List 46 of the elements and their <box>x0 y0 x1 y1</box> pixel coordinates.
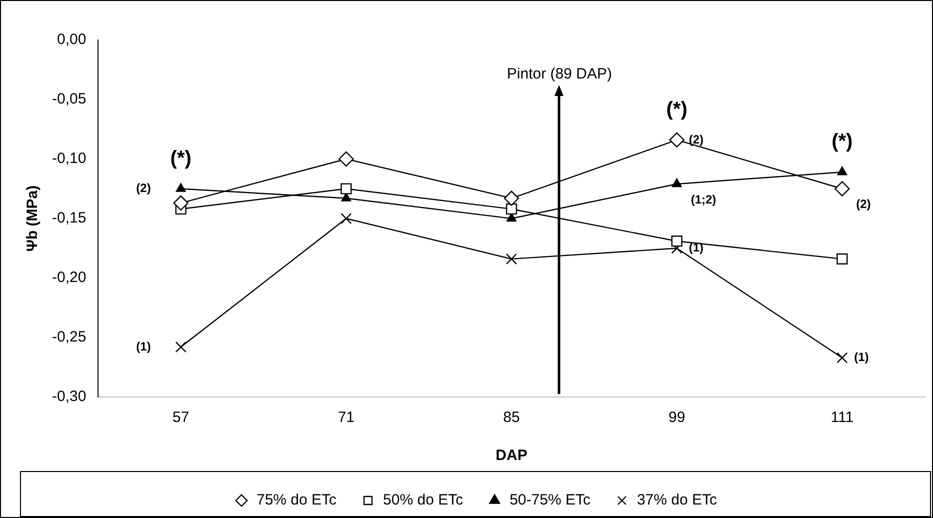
point <box>506 253 518 265</box>
annotation: (2) <box>856 197 871 212</box>
annotation: (*) <box>666 98 688 120</box>
point <box>669 132 684 148</box>
x-tick-label: 99 <box>668 409 686 426</box>
point <box>176 183 186 192</box>
legend-label: 37% do ETc <box>636 492 718 509</box>
y-tick-label: -0,20 <box>52 269 86 286</box>
point <box>173 195 188 211</box>
annotation: (1) <box>854 350 869 364</box>
point <box>338 151 354 167</box>
annotation: (2) <box>136 181 151 196</box>
x-tick-label: 57 <box>172 409 190 426</box>
x-tick-label: 85 <box>503 409 520 426</box>
annotation: (1) <box>688 240 704 255</box>
annotation: (1;2) <box>690 192 716 206</box>
point <box>506 203 518 215</box>
point <box>340 183 352 194</box>
point <box>834 181 850 196</box>
y-tick-label: -0,05 <box>52 90 86 108</box>
point <box>340 212 352 224</box>
point <box>836 352 848 364</box>
y-tick-label: -0,30 <box>52 388 86 406</box>
point <box>341 192 352 202</box>
y-tick-label: -0,10 <box>52 150 86 168</box>
y-axis-title: Ψb (MPa) <box>24 185 42 252</box>
annotation: (2) <box>688 132 704 146</box>
annotation: (*) <box>170 147 192 170</box>
legend-label: 75% do ETc <box>256 492 338 509</box>
point <box>836 253 848 265</box>
annotation: Pintor (89 DAP) <box>506 66 612 83</box>
annotation: (1) <box>136 339 151 354</box>
point <box>672 178 682 188</box>
x-tick-label: 111 <box>830 409 854 426</box>
annotation: (*) <box>832 130 853 153</box>
legend-label: 50-75% ETc <box>510 492 591 509</box>
y-tick-label: -0,15 <box>52 210 86 227</box>
y-tick-label: 0,00 <box>56 31 86 48</box>
point <box>175 341 186 353</box>
point <box>504 190 520 206</box>
x-tick-label: 71 <box>338 409 355 426</box>
point <box>837 166 848 176</box>
y-tick-label: -0,25 <box>52 328 86 346</box>
legend-label: 50% do ETc <box>383 492 464 509</box>
x-axis-title: DAP <box>496 447 528 464</box>
point <box>671 236 682 247</box>
